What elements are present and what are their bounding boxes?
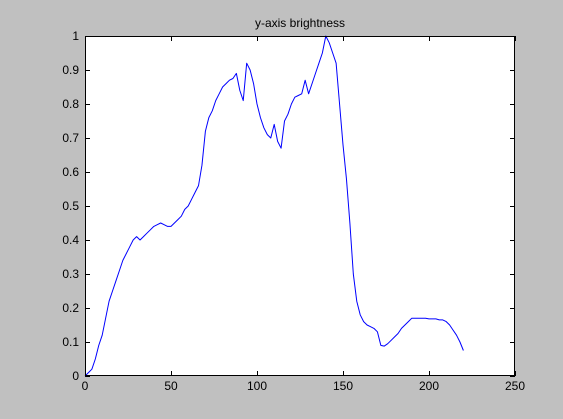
y-tick-label: 0.5	[62, 199, 79, 213]
y-tick-label: 0.1	[62, 335, 79, 349]
series-line-0	[84, 35, 464, 377]
y-tick-label: 0	[72, 369, 79, 383]
plot-frame	[85, 36, 515, 376]
series-layer	[84, 35, 464, 377]
chart-title: y-axis brightness	[255, 16, 345, 30]
y-tick-label: 0.3	[62, 267, 79, 281]
axis-ticks: 0 50 100 150 200 250 0 0.1 0.2 0.3 0.4 0.5 0.6 0.7 0.8…	[62, 29, 525, 393]
x-tick-label: 0	[82, 379, 89, 393]
y-tick-label: 0.7	[62, 131, 79, 145]
y-tick-label: 0.9	[62, 63, 79, 77]
x-tick-label: 200	[419, 379, 439, 393]
y-tick-label: 1	[72, 29, 79, 43]
plot-area	[85, 36, 515, 376]
x-tick-label: 150	[333, 379, 353, 393]
y-tick-label: 0.8	[62, 97, 79, 111]
x-tick-label: 100	[247, 379, 267, 393]
y-tick-label: 0.4	[62, 233, 79, 247]
x-tick-label: 50	[164, 379, 178, 393]
y-tick-label: 0.2	[62, 301, 79, 315]
x-tick-label: 250	[505, 379, 525, 393]
y-tick-label: 0.6	[62, 165, 79, 179]
